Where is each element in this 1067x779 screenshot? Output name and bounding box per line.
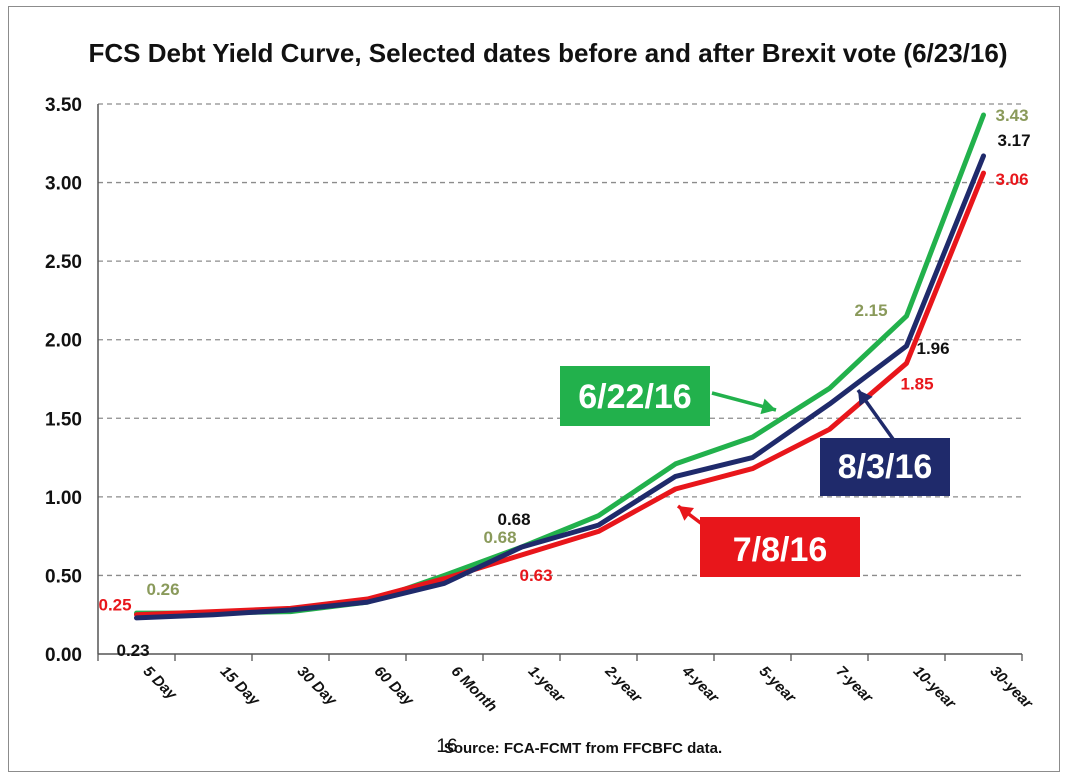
- x-tick-label: 4-year: [678, 662, 723, 707]
- y-tick-label: 2.50: [45, 252, 82, 273]
- y-tick-label: 3.50: [45, 95, 82, 116]
- callout-arrowhead: [858, 390, 873, 407]
- callout-label: 8/3/16: [838, 448, 933, 486]
- source-note: Source: FCA-FCMT from FFCBFC data.: [444, 740, 722, 757]
- y-axis-ticks: 0.00 0.50 1.00 1.50 2.00 2.50 3.00 3.50: [45, 95, 82, 666]
- callout-label: 6/22/16: [578, 378, 691, 416]
- data-label: 0.23: [117, 641, 150, 660]
- series-line-8-3-16: [134, 153, 986, 621]
- callout-box: [700, 517, 860, 577]
- data-label: 1.85: [901, 374, 934, 393]
- callout-8-3-16: 8/3/16: [820, 388, 950, 496]
- x-tick-label: 60 Day: [371, 663, 418, 710]
- callout-label: 7/8/16: [733, 531, 828, 569]
- data-label: 0.26: [147, 580, 180, 599]
- page-number: 16: [436, 736, 457, 757]
- y-tick-label: 3.00: [45, 174, 82, 195]
- chart-title: FCS Debt Yield Curve, Selected dates bef…: [89, 38, 1008, 68]
- series-lines: [134, 112, 986, 621]
- y-tick-label: 0.50: [45, 566, 82, 587]
- callout-box: [820, 438, 950, 496]
- x-tick-label: 7-year: [833, 663, 877, 707]
- callout-6-22-16: 6/22/16: [560, 366, 777, 426]
- x-tick-label: 15 Day: [217, 663, 264, 710]
- axes: [97, 104, 1023, 661]
- series-callouts: 6/22/16 8/3/16 7/8/16: [560, 366, 950, 577]
- gridlines: [98, 103, 1022, 577]
- data-label: 3.17: [998, 131, 1031, 150]
- data-label: 3.43: [996, 106, 1029, 125]
- x-tick-label: 5-year: [756, 663, 800, 707]
- data-label: 0.68: [498, 510, 531, 529]
- data-label: 0.63: [520, 566, 553, 585]
- y-tick-label: 1.00: [45, 488, 82, 509]
- data-label: 3.06: [996, 170, 1029, 189]
- x-tick-label: 10-year: [910, 663, 960, 713]
- data-label: 2.15: [855, 301, 888, 320]
- x-tick-label: 2-year: [601, 662, 646, 707]
- x-tick-label: 30-year: [987, 663, 1037, 713]
- callout-box: [560, 366, 710, 426]
- data-labels: 0.260.250.230.680.680.632.151.961.853.43…: [99, 106, 1031, 660]
- x-tick-label: 1-year: [525, 663, 569, 707]
- x-tick-label: 30 Day: [294, 663, 341, 710]
- chart-frame: [8, 6, 1060, 772]
- data-label: 0.25: [99, 596, 132, 615]
- data-label: 1.96: [917, 339, 950, 358]
- data-label: 0.68: [484, 528, 517, 547]
- y-tick-label: 1.50: [45, 409, 82, 430]
- x-tick-label: 6 Month: [448, 663, 501, 716]
- callout-arrowhead: [760, 398, 776, 415]
- x-axis-ticks: 5 Day 15 Day 30 Day 60 Day 6 Month 1-year 2-ye…: [140, 662, 1037, 715]
- y-tick-label: 0.00: [45, 645, 82, 666]
- x-tick-label: 5 Day: [140, 663, 181, 704]
- callout-arrowhead: [678, 506, 694, 521]
- y-tick-label: 2.00: [45, 331, 82, 352]
- callout-7-8-16: 7/8/16: [676, 504, 860, 577]
